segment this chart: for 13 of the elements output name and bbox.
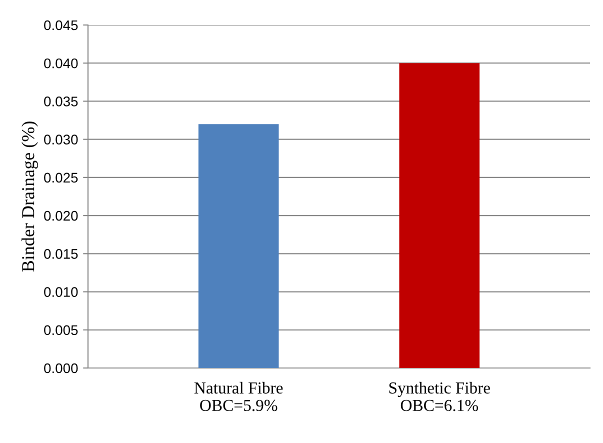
y-tick-label: 0.015 xyxy=(44,249,78,259)
y-tick-label: 0.020 xyxy=(44,210,78,221)
x-tick-label: Natural Fibre OBC=5.9% xyxy=(194,382,283,412)
x-tick-label: Synthetic Fibre OBC=6.1% xyxy=(389,382,490,412)
y-tick-label: 0.045 xyxy=(44,20,78,30)
y-tick-label: 0.030 xyxy=(44,134,78,145)
y-axis-title: Binder Drainage (%) xyxy=(22,122,38,272)
y-tick-label: 0.005 xyxy=(44,325,78,336)
y-tick-label: 0.000 xyxy=(44,363,78,374)
y-tick-label: 0.025 xyxy=(44,172,78,183)
y-tick-label: 0.010 xyxy=(44,287,78,297)
y-tick-label: 0.035 xyxy=(44,96,78,106)
y-tick-label: 0.040 xyxy=(44,58,78,68)
